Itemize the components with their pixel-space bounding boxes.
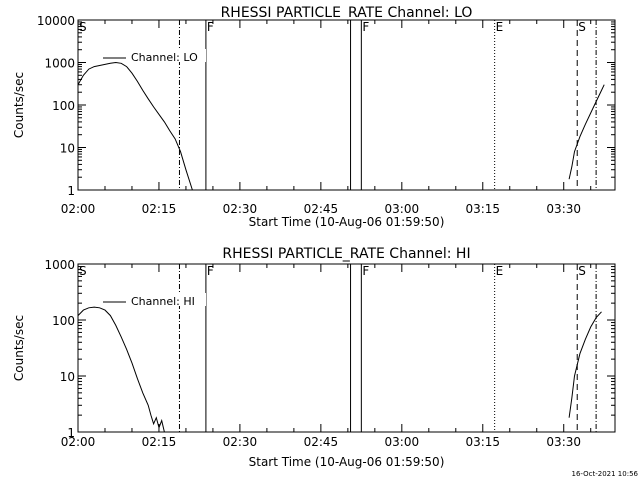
legend-background xyxy=(130,293,206,306)
x-axis-label: Start Time (10-Aug-06 01:59:50) xyxy=(249,215,445,229)
y-tick-label: 10 xyxy=(60,142,75,156)
chart-panel-lo: RHESSI PARTICLE_RATE Channel: LO Counts/s… xyxy=(12,5,616,229)
y-tick-label: 1 xyxy=(67,184,75,198)
y-tick-label: 1000 xyxy=(44,57,75,71)
legend-label: Channel: HI xyxy=(131,295,195,308)
x-tick-label: 03:15 xyxy=(465,202,500,216)
legend-label: Channel: LO xyxy=(131,51,198,64)
x-tick-label: 02:45 xyxy=(304,202,339,216)
y-tick-label: 1 xyxy=(67,426,75,440)
y-tick-label: 100 xyxy=(52,99,75,113)
legend-background xyxy=(130,49,206,62)
x-tick-label: 02:45 xyxy=(304,435,339,449)
y-axis-label: Counts/sec xyxy=(12,72,26,138)
x-tick-label: 02:15 xyxy=(142,202,177,216)
x-tick-label: 02:30 xyxy=(223,202,258,216)
series-line-segment xyxy=(568,84,605,180)
series-line-segment xyxy=(568,311,602,418)
event-marker-label: S xyxy=(578,264,586,278)
series-line-segment xyxy=(77,306,165,433)
y-tick-label: 1000 xyxy=(44,258,75,272)
plot-frame xyxy=(77,19,616,191)
x-tick-label: 03:15 xyxy=(465,435,500,449)
event-marker-label: S xyxy=(79,20,87,34)
x-tick-label: 03:30 xyxy=(546,435,581,449)
event-marker-label: F xyxy=(362,264,369,278)
x-tick-label: 02:15 xyxy=(142,435,177,449)
plot-frame xyxy=(77,263,616,433)
chart-title: RHESSI PARTICLE_RATE Channel: HI xyxy=(222,246,470,262)
x-axis-label: Start Time (10-Aug-06 01:59:50) xyxy=(249,455,445,469)
y-tick-label: 10000 xyxy=(37,14,75,28)
x-tick-label: 03:30 xyxy=(546,202,581,216)
series-line-segment xyxy=(77,61,193,191)
x-tick-label: 02:30 xyxy=(223,435,258,449)
y-axis-label: Counts/sec xyxy=(12,315,26,381)
event-marker-label: S xyxy=(79,264,87,278)
event-marker-label: E xyxy=(496,20,504,34)
x-tick-label: 03:00 xyxy=(385,435,420,449)
y-tick-label: 10 xyxy=(60,370,75,384)
x-tick-label: 02:00 xyxy=(61,435,96,449)
event-marker-label: S xyxy=(578,20,586,34)
footer-timestamp: 16-Oct-2021 10:56 xyxy=(572,470,639,478)
chart-panel-hi: RHESSI PARTICLE_RATE Channel: HI Counts/s… xyxy=(12,246,616,469)
event-marker-label: F xyxy=(207,20,214,34)
x-tick-label: 02:00 xyxy=(61,202,96,216)
event-marker-label: E xyxy=(496,264,504,278)
event-marker-label: F xyxy=(207,264,214,278)
event-marker-label: F xyxy=(362,20,369,34)
y-tick-label: 100 xyxy=(52,314,75,328)
x-tick-label: 03:00 xyxy=(385,202,420,216)
chart-title: RHESSI PARTICLE_RATE Channel: LO xyxy=(221,5,473,21)
